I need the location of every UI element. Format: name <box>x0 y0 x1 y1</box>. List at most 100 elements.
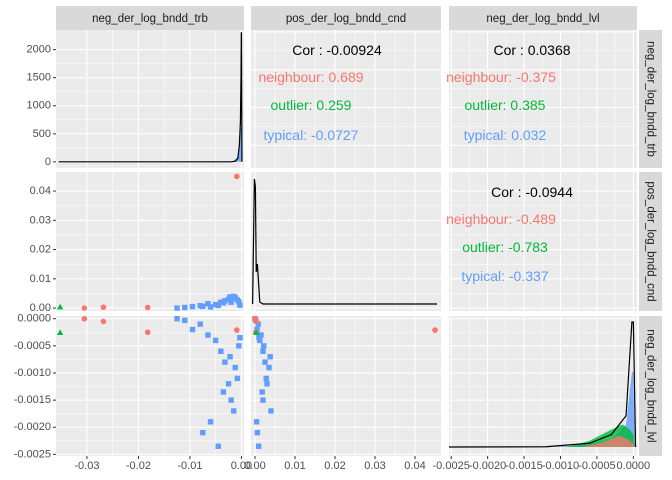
strip-right-label: neg_der_log_bndd_lvl <box>645 329 657 442</box>
x-tick-label: 0.01 <box>284 460 305 472</box>
correlation-group-text: neighbour: -0.375 <box>446 69 556 85</box>
point-typical <box>260 397 266 403</box>
x-tick-label: -0.0010 <box>542 460 579 472</box>
point-typical <box>205 332 211 338</box>
correlation-group-text: typical: -0.0727 <box>264 127 359 143</box>
point-typical <box>200 429 206 436</box>
point-typical <box>225 381 232 387</box>
x-tick-label: 0.04 <box>404 460 425 472</box>
density-line-lvl <box>448 321 637 448</box>
point-typical <box>215 302 221 309</box>
x-tick-label: 0.03 <box>364 460 385 472</box>
y-tick-label: -0.0020 <box>14 421 51 433</box>
strip-right-label: pos_der_log_bndd_cnd <box>645 181 657 301</box>
point-typical <box>218 348 224 354</box>
strip-top-bg <box>449 6 637 30</box>
point-typical <box>232 364 238 371</box>
correlation-overall-text: Cor : -0.00924 <box>292 42 382 58</box>
strip-top-label: pos_der_log_bndd_cnd <box>286 13 406 25</box>
point-typical <box>268 408 274 414</box>
x-tick-label: -0.0015 <box>505 460 542 472</box>
point-typical <box>237 302 243 308</box>
point-typical <box>220 300 227 306</box>
point-typical <box>254 429 261 436</box>
point-typical <box>212 337 219 344</box>
y-tick-label: -0.0025 <box>14 448 51 460</box>
point-typical <box>236 343 242 349</box>
point-typical <box>220 389 227 395</box>
y-tick-label: 0.01 <box>30 273 51 285</box>
strip-top-bg <box>251 6 441 30</box>
panel-background <box>251 316 441 456</box>
point-typical <box>182 304 188 311</box>
point-typical <box>264 381 270 387</box>
point-typical <box>174 316 180 322</box>
x-tick-label: 0.00 <box>244 460 265 472</box>
point-typical <box>255 321 261 327</box>
y-tick-label: -0.0015 <box>14 394 51 406</box>
density-line-cnd <box>252 178 437 305</box>
x-tick-label: -0.01 <box>177 460 202 472</box>
point-typical <box>227 353 233 360</box>
point-typical <box>189 303 196 310</box>
point-typical <box>182 317 188 324</box>
point-typical <box>257 337 263 344</box>
x-tick-label: -0.0025 <box>433 460 470 472</box>
point-typical <box>261 343 267 349</box>
y-tick-label: 0.02 <box>30 244 51 256</box>
point-outlier <box>253 329 260 336</box>
correlation-group-text: outlier: 0.385 <box>465 97 546 113</box>
point-typical <box>262 359 268 365</box>
y-tick-label: 0.0000 <box>17 313 51 325</box>
y-tick-label: 0.03 <box>30 214 51 226</box>
y-tick-label: -0.0010 <box>14 367 51 379</box>
strip-right-bg <box>639 172 662 311</box>
panel-background <box>251 172 441 311</box>
y-tick-label: 0 <box>45 156 51 168</box>
y-tick-label: 1500 <box>27 72 51 84</box>
correlation-group-text: typical: 0.032 <box>464 127 547 143</box>
point-neighbour <box>81 305 88 311</box>
correlation-group-text: neighbour: -0.489 <box>446 211 556 227</box>
point-typical <box>266 364 272 371</box>
point-typical <box>222 359 228 365</box>
point-neighbour <box>432 327 438 333</box>
point-typical <box>215 443 221 449</box>
y-tick-label: 2000 <box>27 44 51 56</box>
point-typical <box>228 397 234 403</box>
y-tick-label: 0.00 <box>30 302 51 314</box>
point-typical <box>207 419 214 425</box>
correlation-group-text: outlier: -0.783 <box>462 239 548 255</box>
point-typical <box>200 303 206 310</box>
point-typical <box>263 375 269 382</box>
strip-right-bg <box>639 30 662 168</box>
strip-top-label: neg_der_log_bndd_lvl <box>486 13 599 25</box>
panel-background <box>449 172 637 311</box>
x-tick-label: -0.0020 <box>469 460 506 472</box>
point-neighbour <box>233 327 240 333</box>
x-tick-label: 0.0000 <box>617 460 651 472</box>
point-typical <box>237 335 243 341</box>
strip-top-bg <box>56 6 244 30</box>
correlation-overall-text: Cor : 0.0368 <box>493 42 570 58</box>
point-typical <box>207 304 214 310</box>
strip-right-label: neg_der_log_bndd_trb <box>645 41 657 157</box>
correlation-overall-text: Cor : -0.0944 <box>491 184 573 200</box>
correlation-group-text: typical: -0.337 <box>461 268 548 284</box>
x-tick-label: -0.03 <box>74 460 99 472</box>
labels-layer: neg_der_log_bndd_trb neg_der_log_bndd_trb… <box>14 13 657 472</box>
point-typical <box>230 408 237 414</box>
point-typical <box>234 375 241 382</box>
strip-top-label: neg_der_log_bndd_trb <box>92 13 208 25</box>
x-tick-label: -0.0005 <box>578 460 615 472</box>
point-typical <box>236 298 242 305</box>
point-neighbour <box>253 318 259 325</box>
correlation-group-text: neighbour: 0.689 <box>258 69 363 85</box>
point-typical <box>255 443 262 449</box>
point-typical <box>197 321 203 327</box>
point-neighbour <box>81 315 88 322</box>
point-typical <box>254 326 260 333</box>
point-typical <box>259 389 265 395</box>
point-typical <box>174 305 180 311</box>
point-typical <box>227 294 233 300</box>
